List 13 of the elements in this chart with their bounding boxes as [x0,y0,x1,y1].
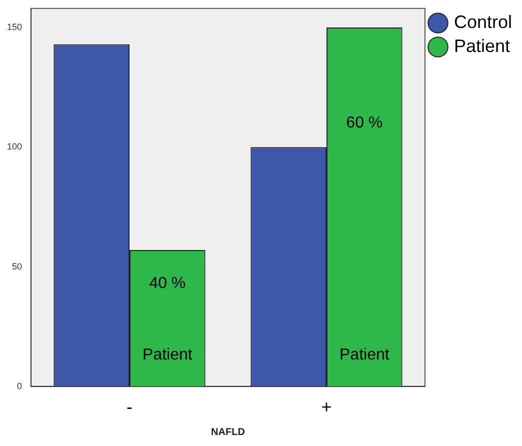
annotation: 40 % [149,274,186,292]
y-tick-label: 50 [12,261,22,272]
x-tick-label: - [126,397,133,418]
legend-label: Patient [454,36,510,56]
annotation: 60 % [346,114,383,132]
y-tick-label: 100 [6,142,22,152]
x-tick-label: + [321,397,332,418]
y-tick-label: 0 [17,380,22,391]
x-axis-title: NAFLD [211,426,245,438]
legend-label: Control [454,12,512,32]
y-tick-label: 150 [6,22,22,32]
annotation: Patient [339,346,390,364]
annotation: Patient [142,346,193,364]
